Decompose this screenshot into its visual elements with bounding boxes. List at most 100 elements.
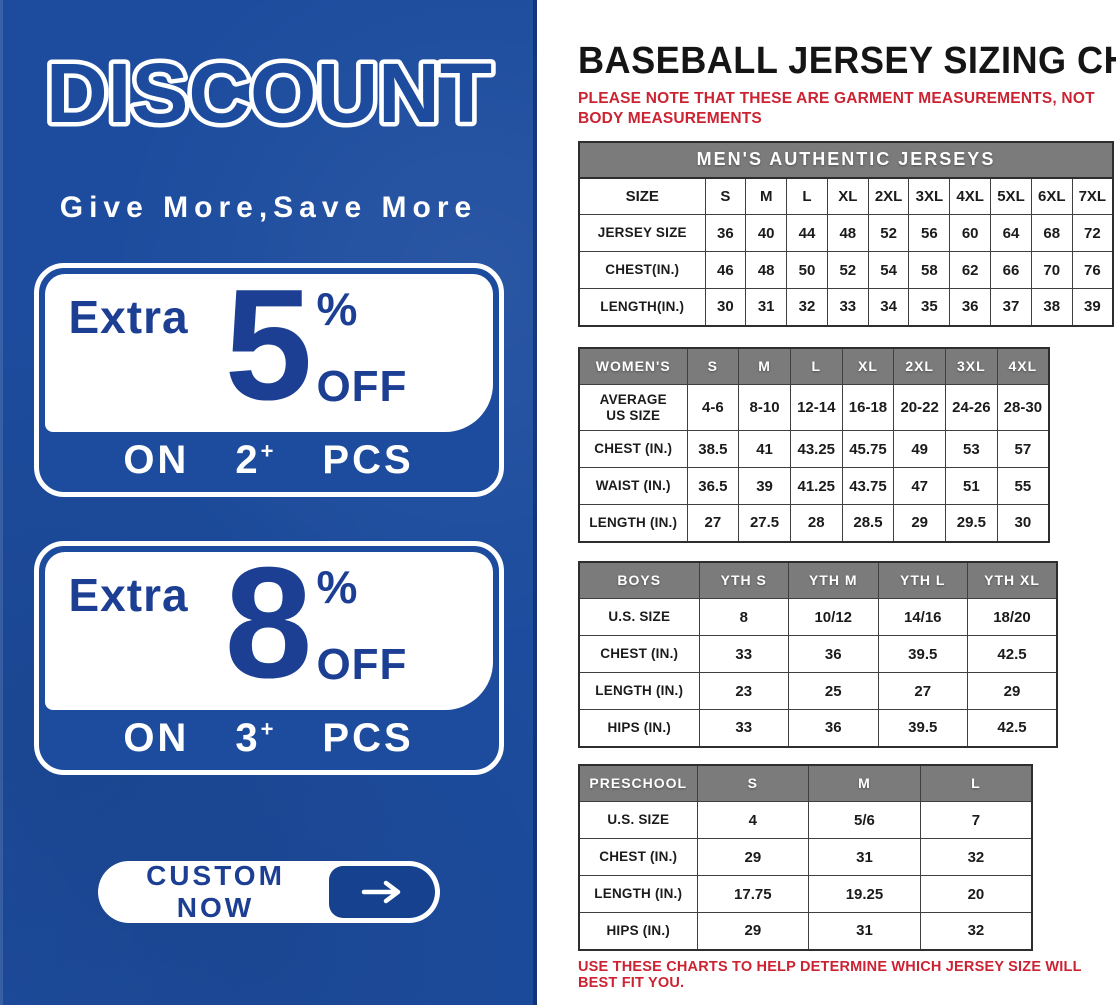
percent-off-block: % OFF — [316, 552, 407, 692]
table-cell: 48 — [745, 251, 788, 290]
column-header: 4XL — [996, 347, 1050, 386]
row-label: HIPS (IN.) — [578, 709, 700, 748]
tagline: Give More,Save More — [59, 191, 478, 224]
header-row: WOMEN'S S M L XL 2XL 3XL 4XL — [578, 347, 1050, 386]
table-cell: 42.5 — [967, 709, 1058, 748]
column-header: WOMEN'S — [578, 347, 688, 386]
table-row: HIPS (IN.) 29 31 32 — [578, 912, 1033, 951]
table-cell: 41 — [738, 430, 791, 469]
table-cell: 32 — [919, 912, 1033, 951]
table-row: LENGTH (IN.) 23 25 27 29 — [578, 672, 1058, 711]
boys-sizing-table: BOYS YTH S YTH M YTH L YTH XL U.S. SIZE 8 10/12… — [578, 560, 1116, 748]
discount-banner: DISCOUNT Give More,Save More Extra 5 % O… — [0, 0, 537, 1005]
table-cell: 23 — [698, 672, 789, 711]
row-label: LENGTH (IN.) — [578, 504, 688, 543]
womens-sizing-table: WOMEN'S S M L XL 2XL 3XL 4XL AVERAGE US SIZE 4-6 8… — [578, 346, 1116, 543]
table-row: LENGTH (IN.) 27 27.5 28 28.5 29 29.5 30 — [578, 504, 1050, 543]
table-cell: 5/6 — [808, 801, 921, 840]
table-cell: 40 — [745, 214, 788, 253]
table-cell: 28.5 — [841, 504, 895, 543]
table-row: WAIST (IN.) 36.5 39 41.25 43.75 47 51 55 — [578, 467, 1050, 506]
column-header: M — [808, 764, 921, 803]
table-cell: 27.5 — [738, 504, 791, 543]
column-header: 3XL — [945, 347, 998, 386]
table-cell: 64 — [990, 214, 1032, 253]
column-header: S — [696, 764, 810, 803]
row-label: CHEST (IN.) — [578, 635, 700, 674]
table-cell: 42.5 — [967, 635, 1058, 674]
column-header: M — [745, 177, 788, 216]
column-header: L — [919, 764, 1033, 803]
table-cell: 19.25 — [808, 875, 921, 914]
off-label: OFF — [316, 362, 408, 411]
column-header: YTH M — [788, 561, 879, 600]
table-cell: 31 — [808, 838, 921, 877]
table-cell: 30 — [996, 504, 1050, 543]
mens-table-title: MEN'S AUTHENTIC JERSEYS — [578, 140, 1114, 177]
table-cell: 29 — [696, 838, 810, 877]
table-cell: 31 — [745, 288, 788, 327]
table-cell: 7 — [919, 801, 1033, 840]
table-cell: 34 — [867, 288, 910, 327]
preschool-table: PRESCHOOL S M L U.S. SIZE 4 5/6 7 CHEST (IN.) 29 3… — [578, 763, 1033, 951]
table-cell: 18/20 — [967, 598, 1058, 637]
row-label: HIPS (IN.) — [578, 912, 698, 951]
preschool-sizing-table: PRESCHOOL S M L U.S. SIZE 4 5/6 7 CHEST (IN.) 29 3… — [578, 763, 1116, 951]
mens-sizing-table: MEN'S AUTHENTIC JERSEYS SIZE S M L XL 2XL 3XL 4X… — [578, 140, 1116, 327]
table-cell: 38.5 — [686, 430, 740, 469]
table-cell: 12-14 — [789, 384, 843, 432]
row-label: U.S. SIZE — [578, 598, 700, 637]
table-cell: 33 — [826, 288, 869, 327]
table-row: CHEST(IN.) 46 48 50 52 54 58 62 66 70 76 — [578, 251, 1114, 290]
table-cell: 24-26 — [945, 384, 998, 432]
mens-table: SIZE S M L XL 2XL 3XL 4XL 5XL 6XL 7XL JERSEY SIZE 36… — [578, 176, 1114, 327]
table-cell: 43.75 — [841, 467, 895, 506]
column-header: YTH L — [877, 561, 968, 600]
discount-card-top: Extra 8 % OFF — [44, 544, 493, 710]
percent-off-block: % OFF — [316, 274, 407, 414]
page-title: BASEBALL JERSEY SIZING CHART — [578, 40, 1116, 82]
on-label: ON — [123, 715, 190, 760]
column-header: 5XL — [990, 177, 1032, 216]
table-cell: 8 — [698, 598, 789, 637]
header-row: PRESCHOOL S M L — [578, 764, 1033, 803]
column-header: 6XL — [1030, 177, 1073, 216]
table-cell: 33 — [698, 635, 789, 674]
right-arrow-icon — [328, 866, 435, 918]
table-cell: 37 — [990, 288, 1032, 327]
table-row: HIPS (IN.) 33 36 39.5 42.5 — [578, 709, 1058, 748]
table-cell: 17.75 — [696, 875, 810, 914]
sizing-chart-panel: BASEBALL JERSEY SIZING CHART PLEASE NOTE… — [556, 0, 1116, 1005]
table-cell: 27 — [686, 504, 740, 543]
table-cell: 31 — [808, 912, 921, 951]
header-row: SIZE S M L XL 2XL 3XL 4XL 5XL 6XL 7XL — [578, 177, 1114, 216]
row-label: CHEST(IN.) — [578, 251, 706, 290]
column-header: 2XL — [867, 177, 910, 216]
quantity: 2+ — [235, 437, 277, 482]
discount-condition: ON 2+ PCS — [45, 432, 493, 488]
table-cell: 8-10 — [738, 384, 791, 432]
discount-value: 8 — [224, 535, 313, 711]
table-cell: 39 — [738, 467, 791, 506]
row-label: JERSEY SIZE — [578, 214, 706, 253]
table-cell: 36 — [949, 288, 992, 327]
row-label: WAIST (IN.) — [578, 467, 688, 506]
table-cell: 20-22 — [893, 384, 947, 432]
table-cell: 53 — [945, 430, 998, 469]
table-cell: 52 — [826, 251, 869, 290]
table-cell: 25 — [788, 672, 879, 711]
column-header: 4XL — [949, 177, 992, 216]
table-row: CHEST (IN.) 38.5 41 43.25 45.75 49 53 57 — [578, 430, 1050, 469]
row-label: LENGTH (IN.) — [578, 875, 698, 914]
discount-headline: DISCOUNT — [0, 34, 537, 151]
discount-card-top: Extra 5 % OFF — [44, 266, 493, 432]
column-header: 3XL — [908, 177, 951, 216]
table-cell: 36 — [704, 214, 747, 253]
quantity: 3+ — [235, 715, 277, 760]
table-cell: 62 — [949, 251, 992, 290]
column-header: M — [738, 347, 791, 386]
table-cell: 10/12 — [788, 598, 879, 637]
table-cell: 54 — [867, 251, 910, 290]
custom-now-button[interactable]: CUSTOM NOW — [97, 860, 440, 923]
table-cell: 41.25 — [789, 467, 843, 506]
